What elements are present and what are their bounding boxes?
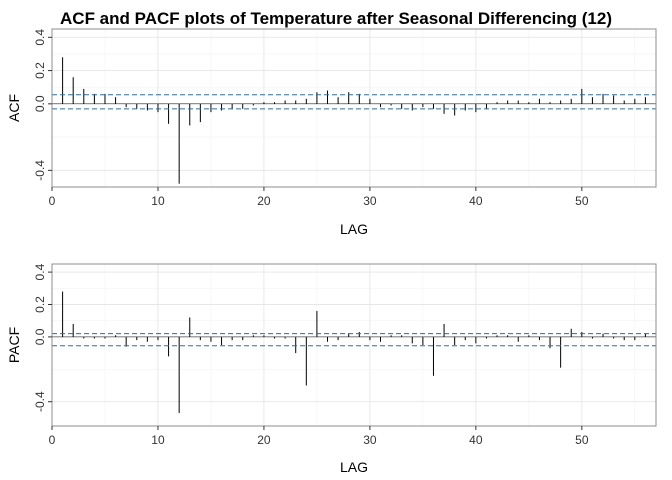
x-tick-label: 30 [363,194,377,208]
panel-border [51,263,657,427]
y-tick-label: 0.4 [33,29,47,46]
y-tick-label: -0.4 [33,160,47,181]
x-tick-label: 10 [151,194,165,208]
x-tick-label: 10 [151,433,165,447]
y-tick-label: 0.0 [33,328,47,345]
x-tick-label: 40 [469,194,483,208]
x-tick-label: 50 [575,433,589,447]
x-tick-label: 40 [469,433,483,447]
y-axis-title: PACF [6,327,22,363]
chart-title: ACF and PACF plots of Temperature after … [60,9,612,28]
x-tick-label: 30 [363,433,377,447]
x-tick-label: 0 [49,194,56,208]
y-tick-label: 0.0 [33,95,47,112]
y-tick-label: 0.2 [33,62,47,79]
acf-panel: 0 10 20 30 40 50 -0.4 0.0 0.2 0.4 LAG ACF [6,28,657,237]
pacf-panel: 0 10 20 30 40 50 -0.4 0.0 0.2 0.4 LAG PACF [6,263,657,475]
x-tick-label: 50 [575,194,589,208]
panel-border [51,28,657,188]
y-tick-label: 0.2 [33,296,47,313]
x-tick-label: 20 [257,433,271,447]
y-tick-label: -0.4 [33,391,47,412]
x-axis-title: LAG [340,221,368,237]
y-tick-label: 0.4 [33,263,47,280]
y-axis-title: ACF [6,94,22,122]
x-tick-label: 20 [257,194,271,208]
x-tick-label: 0 [49,433,56,447]
x-axis-title: LAG [340,459,368,475]
